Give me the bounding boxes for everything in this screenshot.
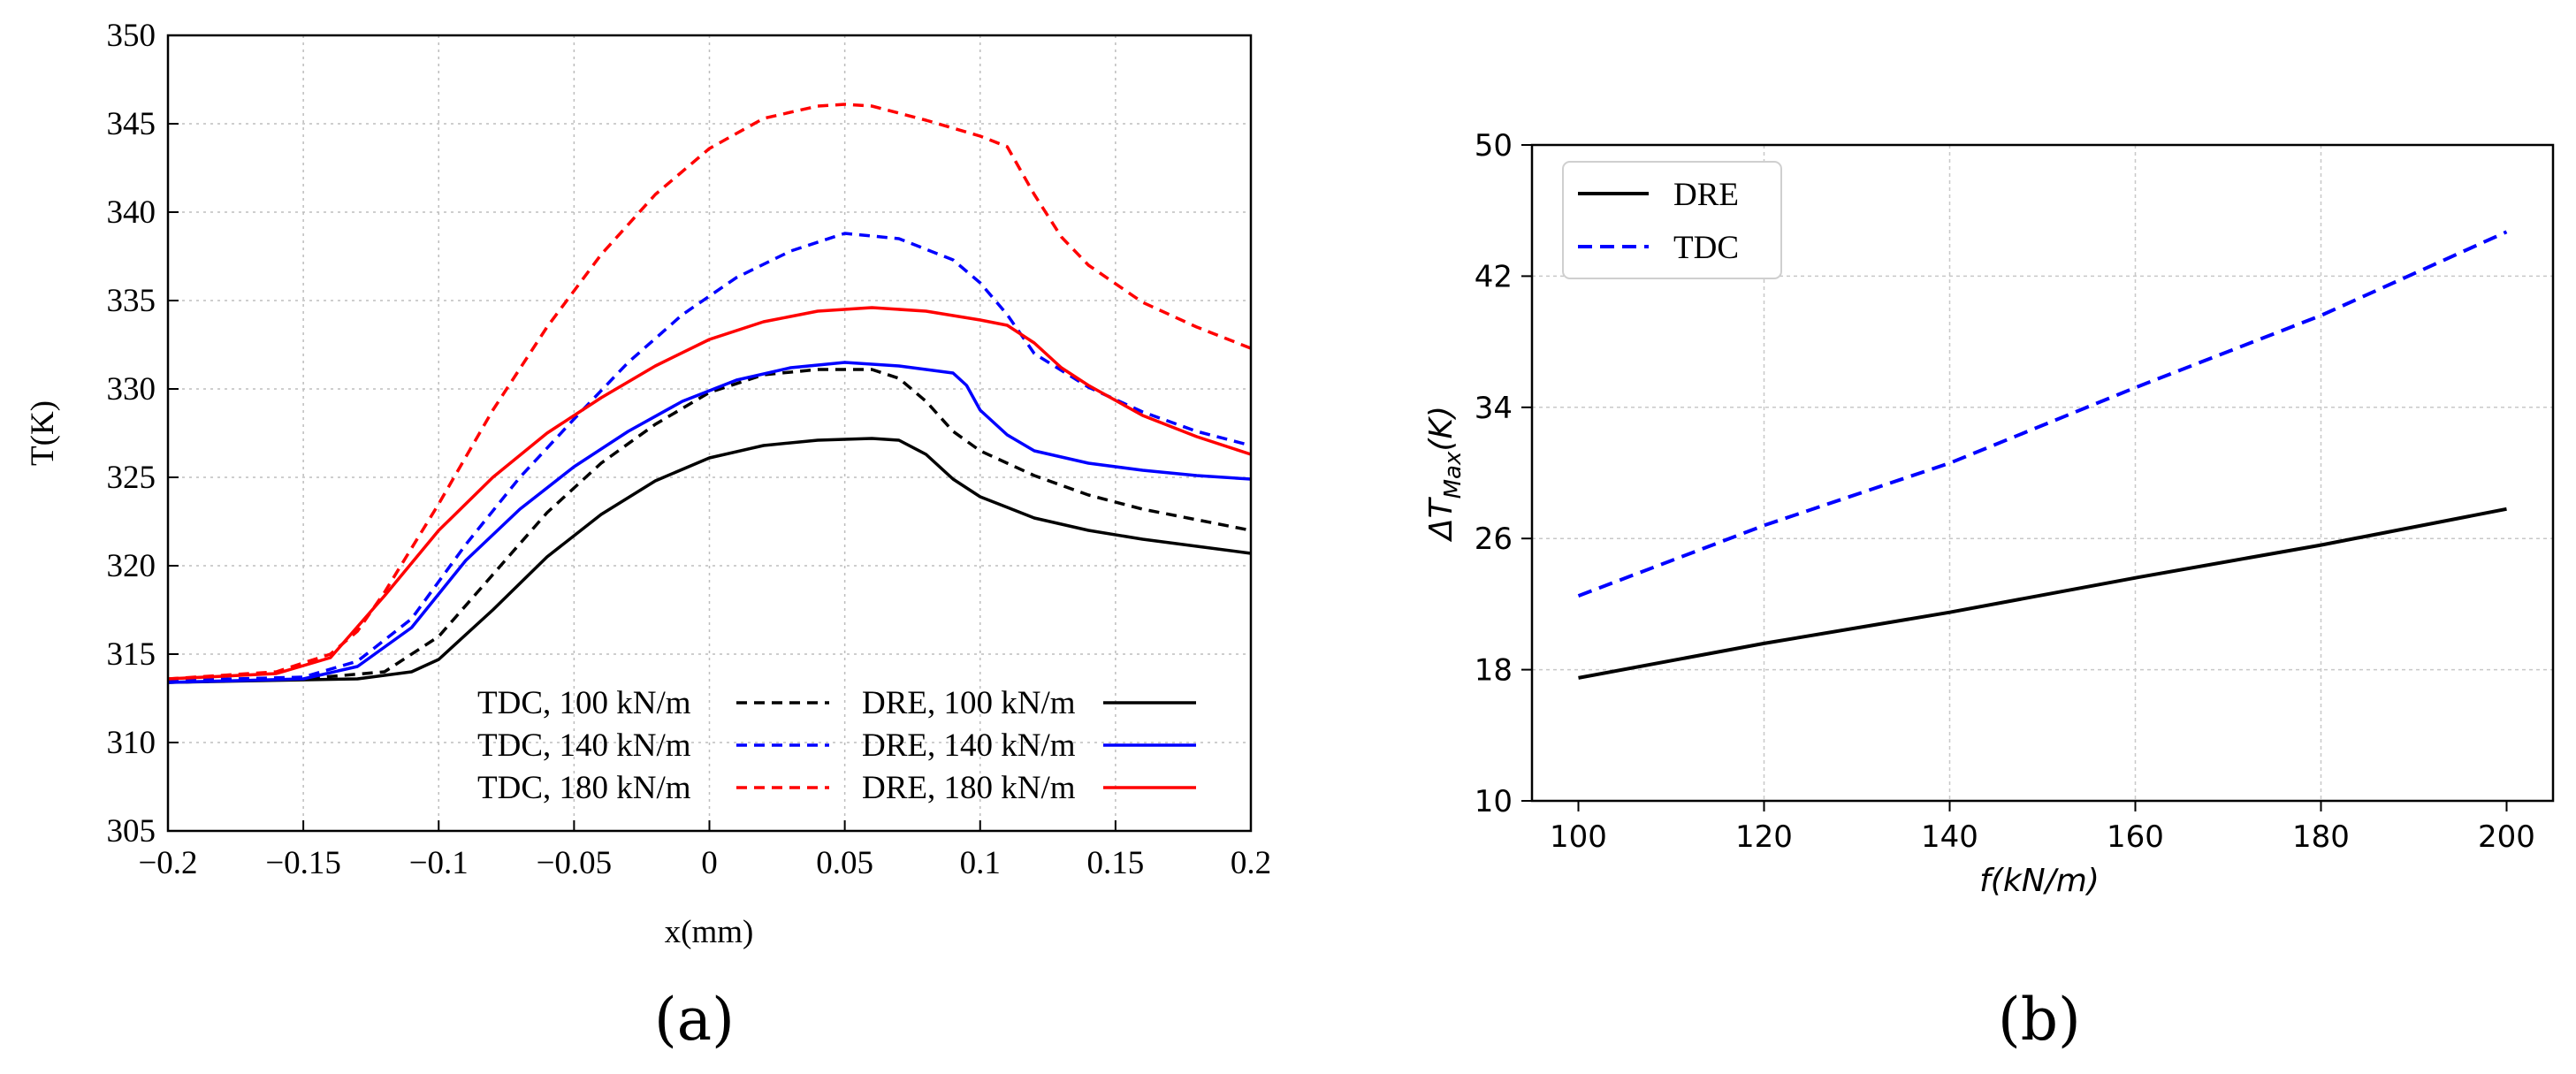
series-line-dre-100-kn-m	[167, 437, 1252, 684]
legend-label: DRE	[1673, 177, 1739, 213]
chart-b-series	[1577, 230, 2508, 680]
y-tick-label: 350	[107, 18, 156, 54]
y-tick-label: 315	[107, 636, 156, 673]
chart-a-series	[167, 103, 1252, 684]
legend-label: TDC, 180 kN/m	[477, 770, 691, 806]
chart-a-legend: TDC, 100 kN/m DRE, 100 kN/m TDC, 140 kN/m D…	[477, 685, 1196, 806]
legend-label: TDC	[1673, 230, 1739, 266]
chart-b-panel-label: (b)	[1998, 986, 2081, 1054]
x-tick-label: 180	[2292, 819, 2350, 855]
y-tick-label: 310	[107, 725, 156, 761]
y-tick-label: 330	[107, 371, 156, 408]
x-tick-label: 0	[701, 845, 718, 881]
x-tick-label: 0.1	[960, 845, 1001, 881]
chart-b-frame	[1530, 143, 2555, 803]
series-line-dre	[1578, 507, 2507, 680]
y-tick-label: 335	[107, 283, 156, 319]
y-tick-label: 345	[107, 106, 156, 142]
series-line-tdc	[1577, 230, 2508, 598]
chart-a-panel-label: (a)	[654, 986, 735, 1054]
chart-a-xlabel: x(mm)	[665, 914, 754, 950]
y-tick-label: 26	[1475, 522, 1513, 557]
series-line-dre-180-kn-m	[167, 306, 1252, 681]
chart-b-xlabel: f(kN/m)	[1979, 863, 2100, 899]
chart-b-legend: DRE TDC	[1562, 161, 1782, 279]
y-tick-label: 50	[1475, 128, 1513, 164]
y-tick-label: 340	[107, 194, 156, 231]
legend-box	[1562, 161, 1782, 279]
y-tick-label: 320	[107, 548, 156, 584]
x-tick-label: 0.05	[816, 845, 873, 881]
x-tick-label: −0.15	[265, 845, 341, 881]
legend-label: DRE, 180 kN/m	[862, 770, 1076, 806]
series-line-tdc-140-kn-m	[167, 232, 1252, 682]
x-tick-label: 0.15	[1087, 845, 1145, 881]
y-tick-label: 10	[1475, 784, 1513, 819]
chart-b-ticks: 100 120 140 160 180 200 10 18 26 34 42 50	[1475, 128, 2535, 855]
series-line-tdc-180-kn-m	[167, 103, 1252, 681]
chart-a-grid	[168, 35, 1251, 831]
legend-label: TDC, 140 kN/m	[477, 727, 691, 764]
y-tick-label: 325	[107, 460, 156, 496]
legend-label: DRE, 140 kN/m	[862, 727, 1076, 764]
x-tick-label: 100	[1550, 819, 1607, 855]
y-tick-label: 305	[107, 813, 156, 849]
x-tick-label: 120	[1735, 819, 1793, 855]
chart-a-frame	[166, 34, 1253, 833]
y-tick-label: 42	[1475, 259, 1513, 294]
x-tick-label: −0.1	[409, 845, 469, 881]
series-line-tdc-100-kn-m	[167, 368, 1252, 684]
legend-label: DRE, 100 kN/m	[862, 685, 1076, 721]
chart-a-ticks: −0.2 −0.15 −0.1 −0.05 0 0.05 0.1 0.15 0.2 305 310 3…	[107, 18, 1272, 881]
chart-a: −0.2 −0.15 −0.1 −0.05 0 0.05 0.1 0.15 0.2 305 310 3…	[25, 18, 1271, 1054]
y-tick-label: 18	[1475, 653, 1513, 689]
x-tick-label: 140	[1921, 819, 1978, 855]
series-line-dre-140-kn-m	[167, 361, 1252, 684]
legend-label: TDC, 100 kN/m	[477, 685, 691, 721]
chart-b: 100 120 140 160 180 200 10 18 26 34 42 50 f(kN/m) Δ…	[1423, 128, 2555, 1054]
x-tick-label: 200	[2478, 819, 2535, 855]
x-tick-label: −0.05	[537, 845, 613, 881]
y-tick-label: 34	[1475, 391, 1513, 426]
chart-b-ylabel: ΔTMax(K)	[1423, 406, 1467, 543]
x-tick-label: 0.2	[1231, 845, 1271, 881]
x-tick-label: −0.2	[138, 845, 197, 881]
chart-a-ylabel: T(K)	[25, 400, 61, 466]
x-tick-label: 160	[2107, 819, 2164, 855]
